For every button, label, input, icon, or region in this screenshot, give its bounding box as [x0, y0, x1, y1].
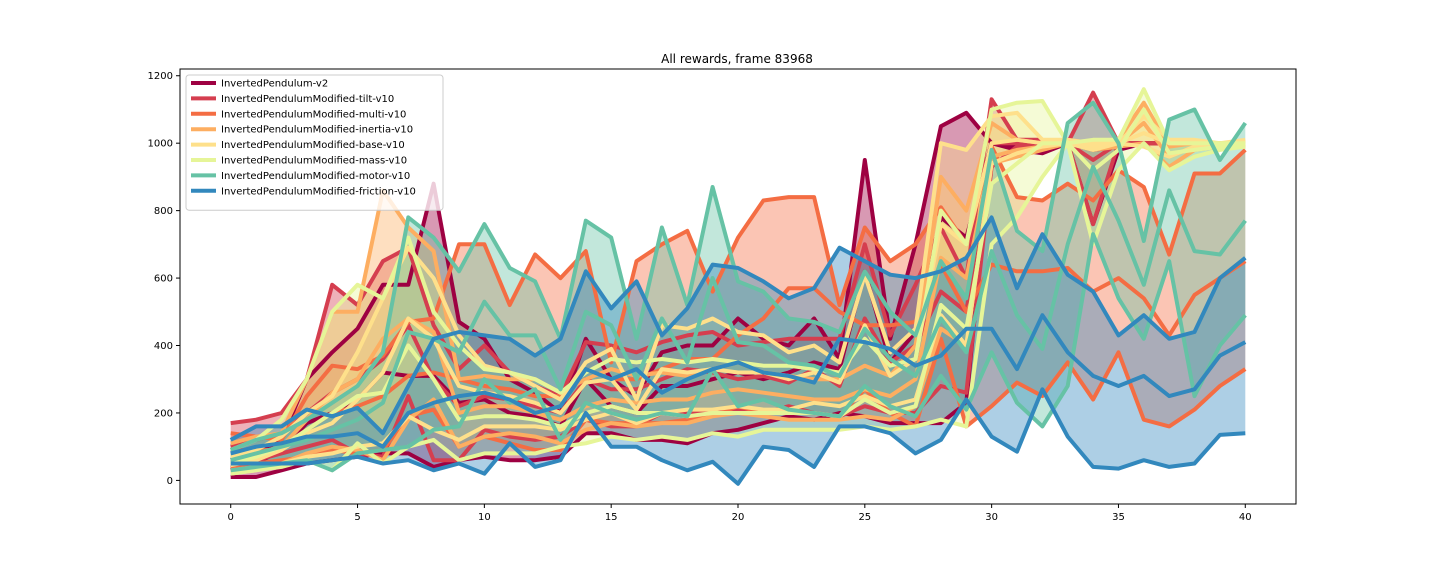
series-lines	[229, 87, 1247, 486]
series-line-3-mean	[230, 259, 1247, 452]
legend-label: InvertedPendulumModified-friction-v10	[221, 186, 416, 197]
legend-box	[185, 74, 444, 211]
legend-label: InvertedPendulumModified-multi-v10	[221, 109, 406, 120]
legend-label: InvertedPendulumModified-mass-v10	[221, 156, 407, 167]
legend-label: InvertedPendulumModified-motor-v10	[221, 171, 410, 182]
x-tick-label: 40	[1239, 512, 1252, 523]
x-tick-label: 30	[985, 512, 998, 523]
y-tick-label: 600	[154, 274, 173, 285]
y-tick-label: 0	[167, 476, 173, 487]
series-line-8-max	[229, 215, 1247, 442]
series-line-8-mean	[230, 313, 1247, 456]
chart-title: All rewards, frame 83968	[661, 52, 813, 66]
legend-label: InvertedPendulumModified-base-v10	[221, 140, 405, 151]
x-tick-label: 15	[605, 512, 618, 523]
legend-label: InvertedPendulumModified-inertia-v10	[221, 125, 413, 136]
y-tick-label: 200	[154, 408, 173, 419]
series-line-7-max	[229, 100, 1247, 452]
series-line-6-min	[230, 141, 1246, 476]
y-tick-label: 1200	[148, 71, 173, 82]
series-line-7-mean	[230, 164, 1247, 463]
x-tick-label: 10	[478, 512, 491, 523]
y-tick-label: 1000	[148, 139, 173, 150]
legend: InvertedPendulum-v2 InvertedPendulumModif…	[185, 74, 444, 211]
x-tick-label: 20	[732, 512, 745, 523]
x-tick-label: 35	[1112, 512, 1125, 523]
x-tick-label: 5	[354, 512, 360, 523]
series-line-8-min	[230, 387, 1246, 486]
x-axis-ticks: 0 5 10 15 20 25 30 35 40	[228, 504, 1252, 523]
y-tick-label: 800	[154, 206, 173, 217]
y-tick-label: 400	[154, 341, 173, 352]
y-axis-ticks: 0 200 400 600 800 1000 1200	[148, 71, 180, 487]
x-tick-label: 0	[228, 512, 234, 523]
legend-label: InvertedPendulumModified-tilt-v10	[221, 94, 394, 105]
x-tick-label: 25	[858, 512, 871, 523]
series-line-7-min	[230, 232, 1247, 473]
legend-label: InvertedPendulum-v2	[221, 79, 328, 90]
